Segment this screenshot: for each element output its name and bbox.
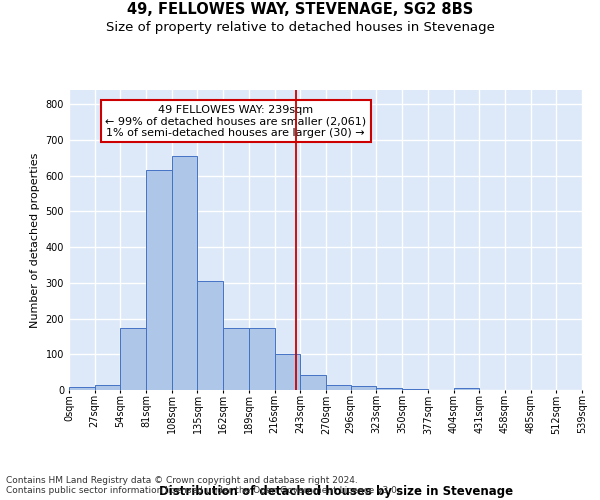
Bar <box>376 388 402 390</box>
Y-axis label: Number of detached properties: Number of detached properties <box>30 152 40 328</box>
Bar <box>223 328 249 390</box>
Text: Size of property relative to detached houses in Stevenage: Size of property relative to detached ho… <box>106 21 494 34</box>
Bar <box>95 384 121 390</box>
Text: Contains HM Land Registry data © Crown copyright and database right 2024.
Contai: Contains HM Land Registry data © Crown c… <box>6 476 400 495</box>
Bar <box>351 386 376 390</box>
Bar <box>197 281 223 390</box>
Bar <box>172 156 197 390</box>
Text: 49, FELLOWES WAY, STEVENAGE, SG2 8BS: 49, FELLOWES WAY, STEVENAGE, SG2 8BS <box>127 2 473 18</box>
Bar <box>249 328 275 390</box>
Bar <box>454 388 479 390</box>
Text: 49 FELLOWES WAY: 239sqm
← 99% of detached houses are smaller (2,061)
1% of semi-: 49 FELLOWES WAY: 239sqm ← 99% of detache… <box>105 105 366 138</box>
Bar <box>275 354 300 390</box>
Bar <box>300 375 326 390</box>
Text: Distribution of detached houses by size in Stevenage: Distribution of detached houses by size … <box>159 484 513 498</box>
Bar <box>121 328 146 390</box>
Bar <box>326 384 351 390</box>
Bar <box>146 170 172 390</box>
Bar <box>69 387 95 390</box>
